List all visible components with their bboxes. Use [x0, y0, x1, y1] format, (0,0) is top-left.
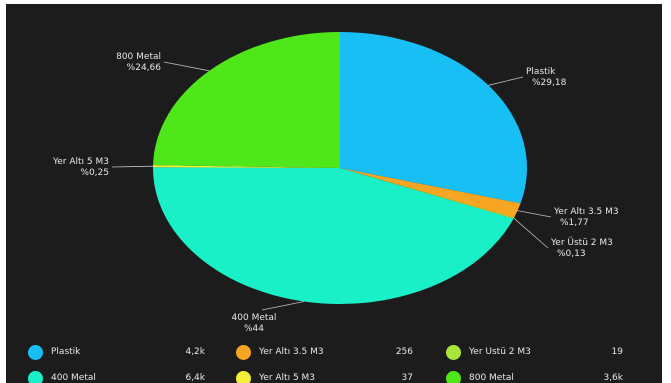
legend-label: Yer Altı 5 M3: [259, 373, 316, 383]
legend-value: 19: [611, 347, 623, 357]
slice-label-0: Plastik: [526, 67, 556, 77]
legend-item-2[interactable]: Yer Üstü 2 M3 19: [446, 344, 623, 360]
callout-leader-1: [517, 210, 552, 218]
legend-value: 6,4k: [185, 373, 205, 383]
slice-label-2: Yer Üstü 2 M3: [550, 237, 613, 248]
slice-label-5: 800 Metal: [116, 52, 161, 62]
legend-item-0[interactable]: Plastik 4,2k: [28, 344, 205, 360]
slice-percent-1: %1,77: [560, 218, 589, 228]
legend-value: 3,6k: [603, 373, 623, 383]
legend-item-1[interactable]: Yer Altı 3.5 M3 256: [236, 344, 413, 360]
slice-label-4: Yer Altı 5 M3: [52, 157, 109, 167]
slice-percent-0: %29,18: [532, 78, 567, 88]
slice-label-1: Yer Altı 3.5 M3: [553, 207, 619, 217]
legend-swatch: [236, 344, 251, 360]
legend-item-3[interactable]: 400 Metal 6,4k: [28, 370, 205, 383]
slice-percent-4: %0,25: [80, 168, 109, 178]
pie-slice-3[interactable]: [152, 167, 514, 305]
legend-item-5[interactable]: 800 Metal 3,6k: [446, 370, 623, 383]
pie-slice-0[interactable]: [340, 32, 528, 204]
legend-label: 400 Metal: [51, 373, 96, 383]
pie-slice-5[interactable]: [153, 32, 340, 168]
legend-label: Plastik: [51, 347, 81, 357]
legend-label: Yer Altı 3.5 M3: [259, 347, 324, 357]
legend-swatch: [28, 344, 43, 360]
callout-leader-2: [513, 217, 549, 249]
legend-swatch: [236, 370, 251, 383]
callout-leader-3: [261, 301, 305, 311]
legend-label: Yer Üstü 2 M3: [469, 347, 531, 357]
callout-leader-4: [111, 165, 154, 168]
legend-label: 800 Metal: [469, 373, 514, 383]
slice-percent-5: %24,66: [127, 63, 162, 73]
legend-item-4[interactable]: Yer Altı 5 M3 37: [236, 370, 413, 383]
pie-chart: Plastik%29,18 Yer Altı 3.5 M3%1,77 Yer Üst…: [52, 32, 619, 334]
pie-slice-2[interactable]: [340, 168, 515, 219]
slice-label-3: 400 Metal: [232, 313, 277, 323]
chart-panel: Plastik %29,18 Yer Altı 3.5 M3 %1,77 Yer Üst…: [6, 4, 662, 383]
legend-value: 37: [401, 373, 413, 383]
pie-slice-1[interactable]: [340, 168, 521, 218]
callout-leader-5: [163, 61, 210, 72]
pie-slice-4[interactable]: [153, 165, 340, 168]
callout-leader-0: [488, 76, 524, 86]
legend-value: 256: [395, 347, 413, 357]
slice-percent-2: %0,13: [557, 249, 586, 259]
legend-swatch: [28, 370, 43, 383]
slice-percent-3: %44: [244, 324, 264, 334]
legend-swatch: [446, 344, 461, 360]
legend-swatch: [446, 370, 461, 383]
legend-value: 4,2k: [185, 347, 205, 357]
